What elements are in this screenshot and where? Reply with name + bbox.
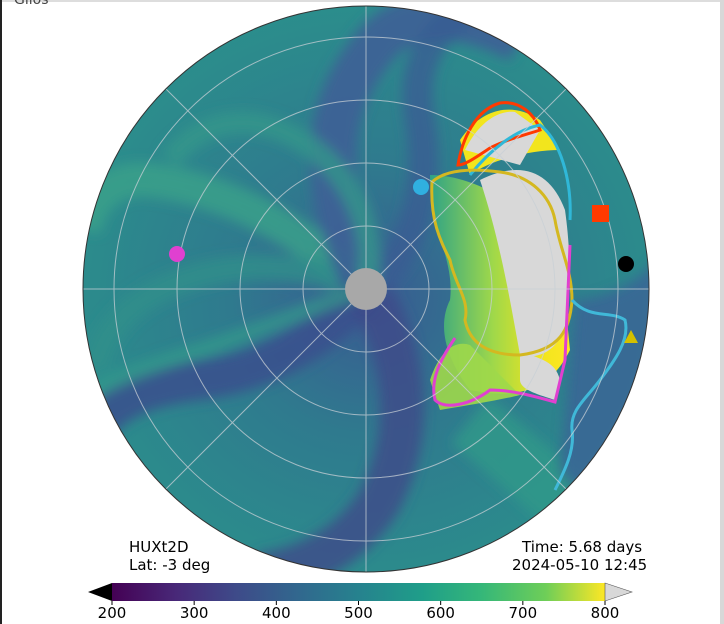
stream-5 — [256, 276, 425, 572]
cme-boundary-2 — [468, 123, 572, 221]
cme-boundary-3 — [430, 168, 574, 357]
earth-marker — [618, 256, 634, 272]
model-label: HUXt2D — [129, 538, 189, 556]
lat-label: Lat: -3 deg — [129, 556, 211, 574]
date-label: 2024-05-10 12:45 — [512, 556, 648, 574]
top-cut-text: Gilos — [14, 0, 49, 8]
top-edge — [2, 0, 720, 2]
colorbar-tick-label: 700 — [508, 604, 538, 622]
stream-7 — [161, 111, 381, 292]
colorbar-tick-label: 600 — [426, 604, 455, 622]
colorbar-tick-label: 400 — [262, 604, 291, 622]
colorbar-tick-label: 800 — [590, 604, 620, 622]
inner-boundary — [345, 268, 387, 310]
mercury-marker — [413, 179, 429, 195]
cme-boundary-1 — [456, 101, 542, 167]
sta-marker — [592, 205, 609, 222]
left-edge — [0, 0, 2, 624]
colorbar — [88, 582, 633, 605]
colorbar-tick-label: 200 — [97, 604, 127, 622]
cme-interior-lower — [520, 350, 560, 400]
right-edge — [720, 0, 724, 624]
time-label: Time: 5.68 days — [522, 538, 643, 556]
disk-outline — [82, 5, 650, 573]
stream-2 — [83, 254, 372, 373]
cme-interior — [480, 170, 570, 357]
colorbar-ramp — [112, 583, 605, 601]
stream-6 — [356, 6, 478, 302]
cme-boundary-5 — [553, 298, 628, 491]
cme-sheath-lower — [430, 343, 520, 410]
stream-8 — [85, 282, 369, 401]
colorbar-over-arrow — [604, 582, 633, 602]
colorbar-tick-label: 300 — [179, 604, 209, 622]
colorbar-ticks — [111, 601, 606, 605]
colorbar-tick-label: 500 — [344, 604, 373, 622]
colorbar-under-arrow — [88, 583, 112, 601]
mars-marker — [169, 246, 185, 262]
cme-boundary-4 — [432, 244, 572, 407]
venus-marker — [624, 330, 638, 343]
